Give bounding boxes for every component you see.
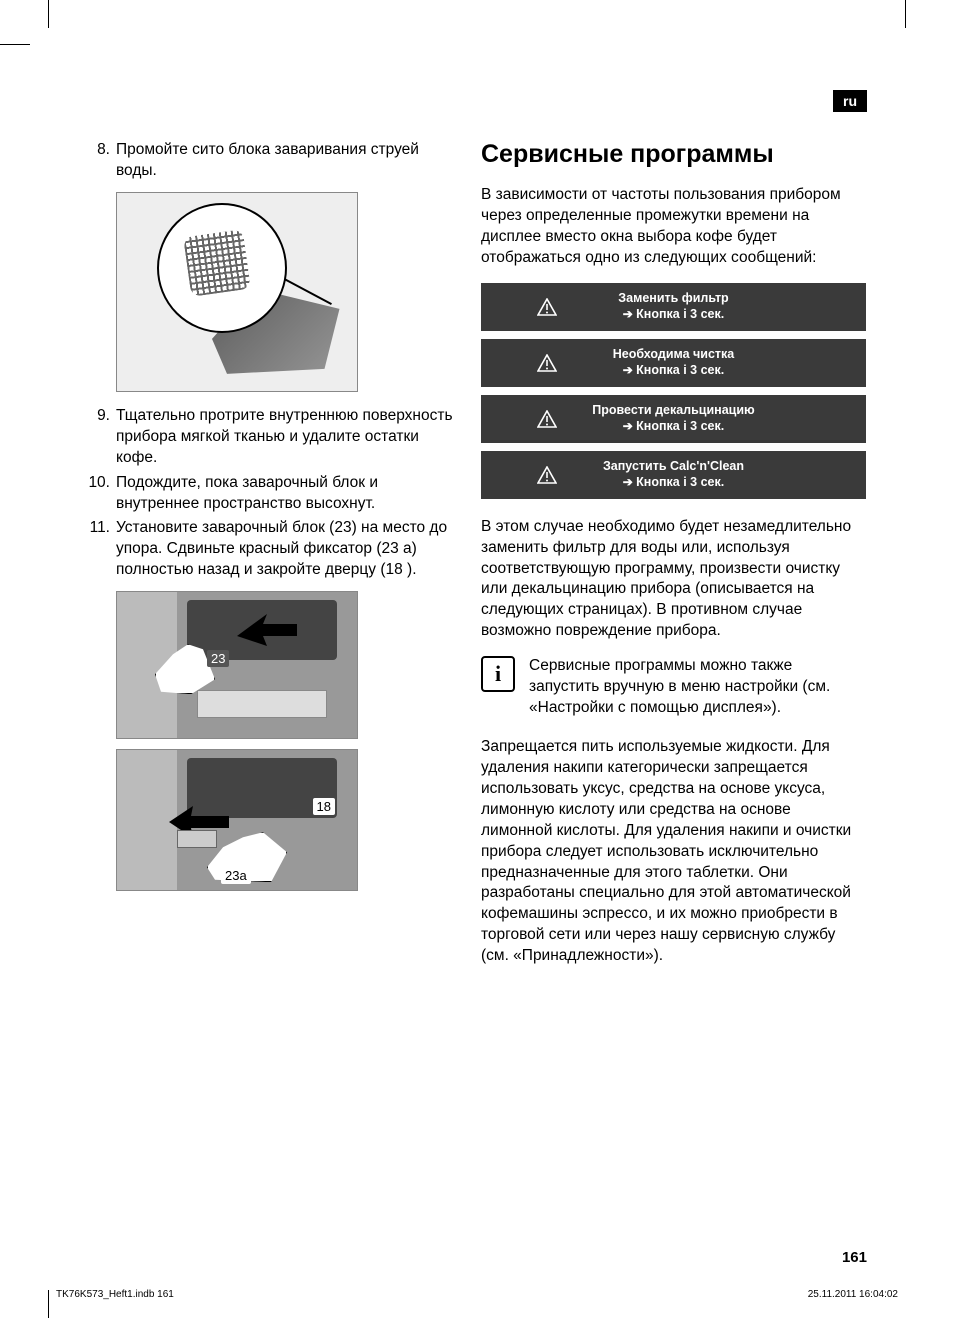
display-sub-text: Кнопка i 3 сек. bbox=[636, 475, 724, 489]
crop-mark bbox=[48, 0, 49, 28]
display-sub-text: Кнопка i 3 сек. bbox=[636, 419, 724, 433]
warning-icon bbox=[537, 410, 557, 428]
intro-paragraph: В зависимости от частоты пользования при… bbox=[481, 185, 866, 269]
callout-23: 23 bbox=[207, 650, 229, 667]
footer-timestamp: 25.11.2011 16:04:02 bbox=[808, 1289, 898, 1300]
right-column: Сервисные программы В зависимости от час… bbox=[481, 140, 866, 981]
list-item: 10. Подождите, пока заварочный блок и вн… bbox=[88, 473, 453, 515]
list-number: 10. bbox=[88, 473, 116, 515]
info-note: i Сервисные программы можно также запуст… bbox=[481, 656, 866, 719]
left-column: 8. Промойте сито блока заваривания струе… bbox=[88, 140, 453, 981]
page-content: 8. Промойте сито блока заваривания струе… bbox=[88, 140, 867, 981]
figure-close-door: 18 23a bbox=[116, 749, 358, 891]
display-message: Необходима чистка ➔ Кнопка i 3 сек. bbox=[481, 339, 866, 387]
display-messages: Заменить фильтр ➔ Кнопка i 3 сек. Необхо… bbox=[481, 283, 866, 499]
display-sub-text: Кнопка i 3 сек. bbox=[636, 307, 724, 321]
list-item: 11. Установите заварочный блок (23) на м… bbox=[88, 518, 453, 581]
list-text: Тщательно протрите внутреннюю поверхност… bbox=[116, 406, 453, 469]
display-sub-text: Кнопка i 3 сек. bbox=[636, 363, 724, 377]
warning-icon bbox=[537, 354, 557, 372]
list-text: Подождите, пока заварочный блок и внутре… bbox=[116, 473, 453, 515]
list-number: 8. bbox=[88, 140, 116, 182]
info-text: Сервисные программы можно также запустит… bbox=[529, 656, 866, 719]
list-number: 11. bbox=[88, 518, 116, 581]
list-text: Промойте сито блока заваривания струей в… bbox=[116, 140, 453, 182]
list-item: 9. Тщательно протрите внутреннюю поверхн… bbox=[88, 406, 453, 469]
body-paragraph: Запрещается пить используемые жидкости. … bbox=[481, 737, 866, 967]
crop-mark bbox=[905, 0, 906, 28]
display-message: Провести декальцинацию ➔ Кнопка i 3 сек. bbox=[481, 395, 866, 443]
warning-icon bbox=[537, 298, 557, 316]
list-number: 9. bbox=[88, 406, 116, 469]
body-paragraph: В этом случае необходимо будет незамедли… bbox=[481, 517, 866, 643]
warning-icon bbox=[537, 466, 557, 484]
arrow-icon bbox=[237, 606, 297, 646]
callout-18: 18 bbox=[313, 798, 335, 815]
callout-23a: 23a bbox=[221, 867, 251, 884]
list-text: Установите заварочный блок (23) на место… bbox=[116, 518, 453, 581]
figure-insert-brew-unit: 23 bbox=[116, 591, 358, 739]
display-message: Запустить Calc'n'Clean ➔ Кнопка i 3 сек. bbox=[481, 451, 866, 499]
crop-mark bbox=[48, 1290, 49, 1318]
language-badge: ru bbox=[833, 90, 867, 112]
figure-rinse-sieve bbox=[116, 192, 358, 392]
footer-filename: TK76K573_Heft1.indb 161 bbox=[56, 1289, 174, 1300]
list-item: 8. Промойте сито блока заваривания струе… bbox=[88, 140, 453, 182]
display-message: Заменить фильтр ➔ Кнопка i 3 сек. bbox=[481, 283, 866, 331]
page-number: 161 bbox=[842, 1249, 867, 1266]
section-heading: Сервисные программы bbox=[481, 140, 866, 169]
crop-mark bbox=[0, 44, 30, 45]
info-icon: i bbox=[481, 656, 515, 692]
